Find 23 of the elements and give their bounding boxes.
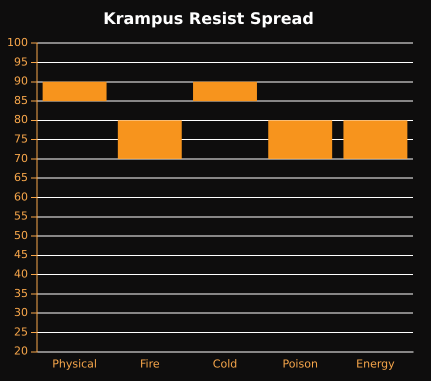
y-tick-label: 65 bbox=[14, 171, 28, 184]
y-tick-label: 90 bbox=[14, 74, 28, 88]
x-tick-label: Cold bbox=[212, 357, 238, 370]
y-tick-label: 45 bbox=[14, 248, 28, 262]
y-tick-label: 70 bbox=[14, 152, 28, 165]
y-tick-label: 100 bbox=[6, 36, 28, 50]
x-tick-label: Fire bbox=[140, 357, 160, 370]
y-tick-label: 25 bbox=[14, 325, 28, 338]
y-tick-label: 60 bbox=[14, 190, 28, 204]
y-tick-label: 75 bbox=[14, 132, 28, 146]
x-tick-label: Poison bbox=[282, 357, 318, 370]
y-tick-label: 95 bbox=[14, 55, 28, 68]
y-tick-label: 30 bbox=[14, 306, 28, 320]
x-tick-label: Physical bbox=[52, 357, 97, 370]
y-tick-label: 50 bbox=[14, 228, 28, 242]
y-tick-label: 35 bbox=[14, 286, 28, 300]
x-tick-label: Energy bbox=[356, 357, 396, 370]
chart-title: Krampus Resist Spread bbox=[103, 8, 314, 28]
y-tick-label: 40 bbox=[14, 268, 28, 281]
y-tick-label: 85 bbox=[14, 94, 28, 107]
y-tick-label: 20 bbox=[14, 344, 28, 358]
y-tick-label: 55 bbox=[14, 210, 28, 223]
y-tick-label: 80 bbox=[14, 113, 28, 126]
